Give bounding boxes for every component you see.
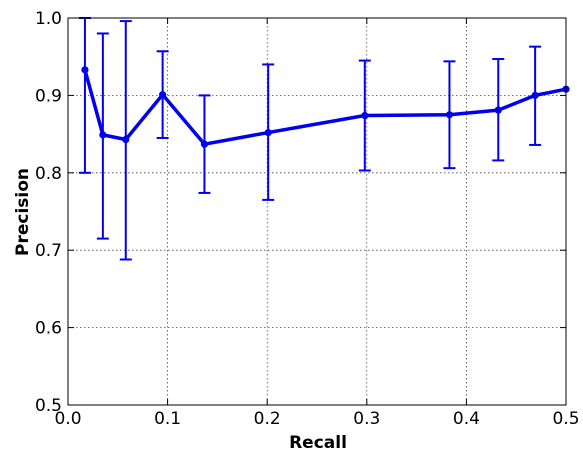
data-point xyxy=(200,140,209,148)
x-tick-label: 0.0 xyxy=(54,409,81,429)
data-point xyxy=(159,91,167,99)
y-axis-label: Precision xyxy=(13,168,33,256)
data-point xyxy=(122,135,130,144)
x-axis-label: Recall xyxy=(289,433,347,450)
y-tick-label: 0.7 xyxy=(35,241,62,261)
x-tick-label: 0.5 xyxy=(552,409,579,429)
x-tick-label: 0.4 xyxy=(453,409,480,429)
y-tick-label: 0.5 xyxy=(35,396,62,416)
y-tick-label: 1.0 xyxy=(35,9,62,29)
data-point xyxy=(361,111,369,120)
y-tick-label: 0.9 xyxy=(35,86,62,106)
series-line xyxy=(83,69,567,146)
data-point xyxy=(99,131,107,139)
data-point xyxy=(494,106,502,114)
data-point xyxy=(445,111,454,119)
grid xyxy=(68,18,566,405)
data-point xyxy=(81,66,89,74)
ticks: 0.0 0.1 0.2 0.3 0.4 0.5 0.5 0.6 0.7 0.8 0.9 1.0 xyxy=(35,9,580,429)
y-tick-label: 0.6 xyxy=(35,319,62,339)
y-tick-label: 0.8 xyxy=(35,164,62,184)
x-tick-label: 0.2 xyxy=(254,409,281,429)
x-tick-label: 0.3 xyxy=(353,409,380,429)
plot-frame xyxy=(67,17,567,406)
data-point xyxy=(264,128,272,137)
x-tick-label: 0.1 xyxy=(154,409,181,429)
data-point xyxy=(531,91,539,99)
series-layer xyxy=(78,17,570,261)
